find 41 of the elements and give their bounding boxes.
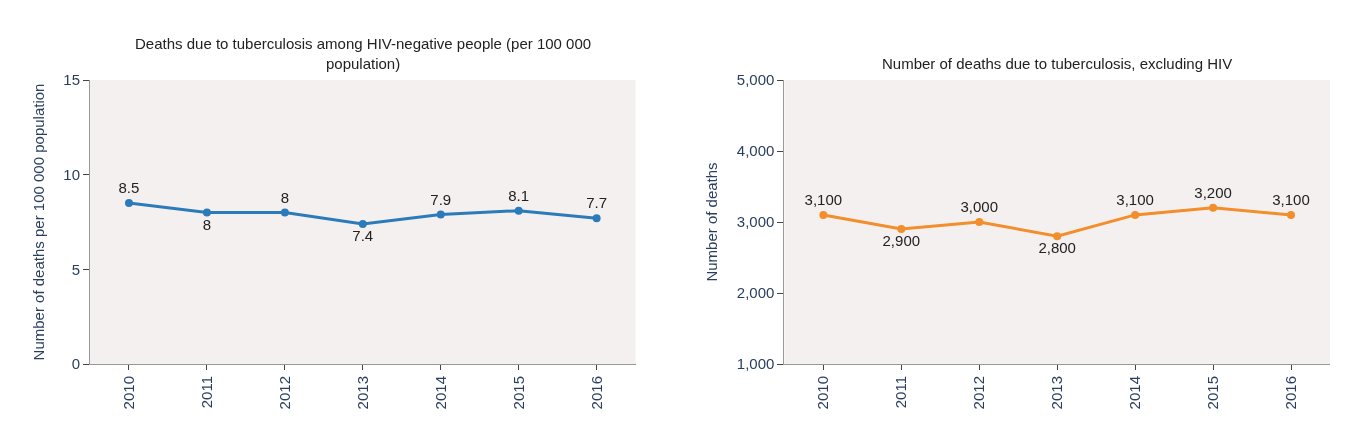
data-label: 8 — [202, 215, 212, 233]
y-tick-label: 2,000 — [736, 284, 775, 302]
y-tick-label: 4,000 — [736, 142, 775, 160]
y-tick-label: 10 — [63, 165, 80, 183]
data-label: 7.4 — [352, 227, 374, 245]
data-label: 7.9 — [430, 190, 452, 208]
x-tick-label: 2014 — [431, 376, 449, 410]
data-label: 3,100 — [1116, 191, 1154, 209]
x-tick-label: 2013 — [353, 376, 371, 410]
y-tick-label: 0 — [71, 355, 80, 373]
data-label: 8.5 — [118, 179, 140, 197]
data-label: 8 — [280, 188, 290, 206]
data-label: 3,100 — [1272, 191, 1310, 209]
data-label: 7.7 — [586, 194, 608, 212]
y-tick-label: 5 — [71, 260, 80, 278]
x-tick-label: 2016 — [1281, 376, 1299, 410]
data-label: 3,000 — [960, 198, 999, 216]
x-tick-label: 2014 — [1126, 376, 1144, 410]
x-tick-label: 2011 — [197, 376, 215, 409]
x-tick-label: 2012 — [970, 376, 988, 410]
x-tick-label: 2015 — [509, 376, 527, 410]
y-tick-label: 3,000 — [736, 213, 775, 231]
y-axis-title: Number of deaths — [703, 162, 721, 282]
x-tick-label: 2012 — [275, 376, 293, 410]
x-tick-label: 2010 — [119, 376, 137, 410]
x-tick-label: 2015 — [1203, 376, 1221, 410]
data-label: 8.1 — [508, 186, 530, 204]
data-label: 2,900 — [882, 232, 921, 250]
x-tick-label: 2016 — [587, 376, 605, 410]
data-label: 3,100 — [804, 191, 843, 209]
y-axis-title: Number of deaths per 100 000 population — [29, 83, 47, 361]
data-label: 3,200 — [1194, 184, 1232, 202]
data-label: 2,800 — [1038, 239, 1076, 257]
chart-title: Number of deaths due to tuberculosis, excluding HIV — [882, 55, 1233, 72]
x-tick-label: 2013 — [1048, 376, 1066, 410]
x-tick-label: 2011 — [892, 376, 910, 409]
x-tick-label: 2010 — [814, 376, 832, 410]
y-tick-label: 1,000 — [736, 355, 775, 373]
y-tick-label: 5,000 — [736, 71, 775, 89]
chart-title: Deaths due to tuberculosis among HIV-negative people (per 100 000 population) — [135, 35, 592, 72]
y-tick-label: 15 — [63, 71, 80, 89]
